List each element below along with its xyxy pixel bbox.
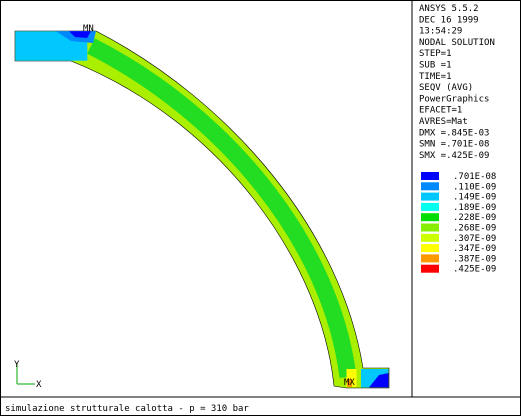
- legend: .701E-08.110E-09.149E-09.189E-09.228E-09…: [421, 172, 496, 275]
- x-axis-label: X: [36, 380, 42, 390]
- legend-label: .701E-08: [453, 172, 496, 182]
- info-line: EFACET=1: [419, 106, 462, 116]
- info-line: SMN =.701E-08: [419, 140, 489, 150]
- legend-label: .228E-09: [453, 213, 496, 223]
- legend-label: .149E-09: [453, 193, 496, 203]
- info-line: SEQV (AVG): [419, 83, 473, 93]
- legend-swatch: [421, 192, 439, 201]
- legend-swatch: [421, 202, 439, 211]
- legend-swatch: [421, 213, 439, 222]
- legend-label: .307E-09: [453, 234, 496, 244]
- info-line: TIME=1: [419, 72, 452, 82]
- info-line: PowerGraphics: [419, 94, 489, 104]
- min-marker: MN: [83, 24, 94, 34]
- max-zone: [347, 379, 352, 387]
- info-line: NODAL SOLUTION: [419, 38, 495, 48]
- legend-swatch: [421, 172, 439, 180]
- legend-swatch: [421, 223, 439, 232]
- info-line: ANSYS 5.5.2: [419, 4, 479, 14]
- info-line: DMX =.845E-03: [419, 128, 489, 138]
- legend-label: .425E-09: [453, 265, 496, 275]
- shell-core: [87, 38, 357, 379]
- legend-label: .268E-09: [453, 224, 496, 234]
- max-marker: MX: [344, 378, 355, 388]
- axis-triad: Y X: [14, 360, 42, 390]
- legend-swatch: [421, 254, 439, 263]
- legend-swatch: [421, 182, 439, 191]
- legend-label: .189E-09: [453, 203, 496, 213]
- y-axis-label: Y: [14, 360, 20, 370]
- info-line: AVRES=Mat: [419, 117, 468, 127]
- min-zone: [69, 31, 91, 38]
- legend-swatch: [421, 264, 439, 273]
- info-line: DEC 16 1999: [419, 15, 479, 25]
- legend-label: .387E-09: [453, 254, 496, 264]
- info-line: SUB =1: [419, 61, 452, 71]
- foot-min-zone: [369, 373, 389, 388]
- legend-label: .347E-09: [453, 244, 496, 254]
- info-line: SMX =.425E-09: [419, 151, 489, 161]
- legend-swatch: [421, 244, 439, 253]
- foot-max-zone: [346, 369, 357, 387]
- legend-swatch: [421, 233, 439, 242]
- legend-label: .110E-09: [453, 182, 496, 192]
- info-line: STEP=1: [419, 49, 452, 59]
- caption: simulazione strutturale calotta - p = 31…: [5, 404, 249, 414]
- model: [14, 30, 390, 389]
- info-line: 13:54:29: [419, 27, 462, 37]
